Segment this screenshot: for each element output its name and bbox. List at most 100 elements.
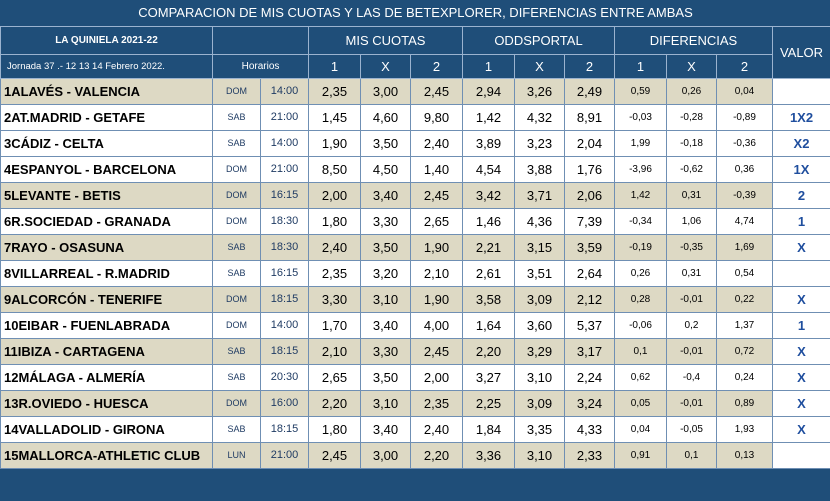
mis-cuota-cell[interactable]: 3,40 — [361, 312, 411, 338]
diferencia-cell[interactable]: -0,01 — [667, 390, 717, 416]
diferencia-cell[interactable]: 0,36 — [717, 156, 773, 182]
oddsportal-cell[interactable]: 2,61 — [463, 260, 515, 286]
valor-cell[interactable] — [773, 442, 830, 468]
day-cell[interactable]: DOM — [213, 390, 261, 416]
diferencia-cell[interactable]: 0,2 — [667, 312, 717, 338]
diferencia-cell[interactable]: -0,05 — [667, 416, 717, 442]
diferencia-cell[interactable]: 0,91 — [615, 442, 667, 468]
mis-cuota-cell[interactable]: 2,40 — [309, 234, 361, 260]
diferencia-cell[interactable]: 0,31 — [667, 260, 717, 286]
diferencia-cell[interactable]: 0,24 — [717, 364, 773, 390]
match-cell[interactable]: 14VALLADOLID - GIRONA — [1, 416, 213, 442]
oddsportal-cell[interactable]: 3,10 — [515, 364, 565, 390]
match-cell[interactable]: 4ESPANYOL - BARCELONA — [1, 156, 213, 182]
match-cell[interactable]: 1ALAVÉS - VALENCIA — [1, 78, 213, 104]
oddsportal-cell[interactable]: 1,76 — [565, 156, 615, 182]
mis-cuota-cell[interactable]: 3,50 — [361, 234, 411, 260]
mis-cuota-cell[interactable]: 2,45 — [411, 182, 463, 208]
mis-cuota-cell[interactable]: 2,00 — [309, 182, 361, 208]
diferencia-cell[interactable]: -3,96 — [615, 156, 667, 182]
mis-cuota-cell[interactable]: 3,30 — [361, 338, 411, 364]
diferencia-cell[interactable]: 1,06 — [667, 208, 717, 234]
mis-cuota-cell[interactable]: 3,30 — [309, 286, 361, 312]
day-cell[interactable]: DOM — [213, 312, 261, 338]
time-cell[interactable]: 18:15 — [261, 286, 309, 312]
day-cell[interactable]: SAB — [213, 104, 261, 130]
mis-cuota-cell[interactable]: 4,60 — [361, 104, 411, 130]
oddsportal-cell[interactable]: 3,88 — [515, 156, 565, 182]
oddsportal-cell[interactable]: 3,23 — [515, 130, 565, 156]
match-cell[interactable]: 8VILLARREAL - R.MADRID — [1, 260, 213, 286]
diferencia-cell[interactable]: 0,59 — [615, 78, 667, 104]
match-cell[interactable]: 9ALCORCÓN - TENERIFE — [1, 286, 213, 312]
valor-cell[interactable]: 1X2 — [773, 104, 830, 130]
diferencia-cell[interactable]: -0,34 — [615, 208, 667, 234]
oddsportal-cell[interactable]: 1,46 — [463, 208, 515, 234]
valor-cell[interactable]: X — [773, 364, 830, 390]
day-cell[interactable]: SAB — [213, 260, 261, 286]
match-cell[interactable]: 13R.OVIEDO - HUESCA — [1, 390, 213, 416]
mis-cuota-cell[interactable]: 1,40 — [411, 156, 463, 182]
time-cell[interactable]: 16:15 — [261, 260, 309, 286]
mis-cuota-cell[interactable]: 3,10 — [361, 286, 411, 312]
diferencia-cell[interactable]: 0,28 — [615, 286, 667, 312]
valor-cell[interactable]: X — [773, 390, 830, 416]
oddsportal-cell[interactable]: 3,29 — [515, 338, 565, 364]
diferencia-cell[interactable]: 0,72 — [717, 338, 773, 364]
mis-cuota-cell[interactable]: 3,50 — [361, 364, 411, 390]
diferencia-cell[interactable]: -0,18 — [667, 130, 717, 156]
oddsportal-cell[interactable]: 4,36 — [515, 208, 565, 234]
diferencia-cell[interactable]: 0,62 — [615, 364, 667, 390]
mis-cuota-cell[interactable]: 2,20 — [309, 390, 361, 416]
mis-cuota-cell[interactable]: 4,00 — [411, 312, 463, 338]
mis-cuota-cell[interactable]: 2,35 — [309, 260, 361, 286]
oddsportal-cell[interactable]: 4,54 — [463, 156, 515, 182]
time-cell[interactable]: 16:15 — [261, 182, 309, 208]
diferencia-cell[interactable]: -0,01 — [667, 286, 717, 312]
valor-cell[interactable]: 1 — [773, 208, 830, 234]
mis-cuota-cell[interactable]: 2,40 — [411, 130, 463, 156]
mis-cuota-cell[interactable]: 3,40 — [361, 416, 411, 442]
oddsportal-cell[interactable]: 2,06 — [565, 182, 615, 208]
mis-cuota-cell[interactable]: 3,20 — [361, 260, 411, 286]
mis-cuota-cell[interactable]: 9,80 — [411, 104, 463, 130]
mis-cuota-cell[interactable]: 3,00 — [361, 442, 411, 468]
time-cell[interactable]: 14:00 — [261, 130, 309, 156]
time-cell[interactable]: 18:30 — [261, 234, 309, 260]
diferencia-cell[interactable]: 1,69 — [717, 234, 773, 260]
time-cell[interactable]: 16:00 — [261, 390, 309, 416]
mis-cuota-cell[interactable]: 2,00 — [411, 364, 463, 390]
time-cell[interactable]: 14:00 — [261, 312, 309, 338]
mis-cuota-cell[interactable]: 2,65 — [411, 208, 463, 234]
oddsportal-cell[interactable]: 2,33 — [565, 442, 615, 468]
mis-cuota-cell[interactable]: 1,45 — [309, 104, 361, 130]
day-cell[interactable]: DOM — [213, 78, 261, 104]
mis-cuota-cell[interactable]: 2,20 — [411, 442, 463, 468]
oddsportal-cell[interactable]: 3,59 — [565, 234, 615, 260]
match-cell[interactable]: 6R.SOCIEDAD - GRANADA — [1, 208, 213, 234]
mis-cuota-cell[interactable]: 2,45 — [309, 442, 361, 468]
oddsportal-cell[interactable]: 3,27 — [463, 364, 515, 390]
time-cell[interactable]: 21:00 — [261, 104, 309, 130]
oddsportal-cell[interactable]: 3,10 — [515, 442, 565, 468]
diferencia-cell[interactable]: -0,19 — [615, 234, 667, 260]
diferencia-cell[interactable]: -0,36 — [717, 130, 773, 156]
valor-cell[interactable]: X — [773, 416, 830, 442]
oddsportal-cell[interactable]: 3,42 — [463, 182, 515, 208]
mis-cuota-cell[interactable]: 1,80 — [309, 416, 361, 442]
diferencia-cell[interactable]: -0,4 — [667, 364, 717, 390]
oddsportal-cell[interactable]: 3,15 — [515, 234, 565, 260]
mis-cuota-cell[interactable]: 2,10 — [309, 338, 361, 364]
time-cell[interactable]: 21:00 — [261, 442, 309, 468]
diferencia-cell[interactable]: -0,35 — [667, 234, 717, 260]
diferencia-cell[interactable]: 0,04 — [717, 78, 773, 104]
oddsportal-cell[interactable]: 1,42 — [463, 104, 515, 130]
mis-cuota-cell[interactable]: 3,10 — [361, 390, 411, 416]
mis-cuota-cell[interactable]: 1,90 — [411, 286, 463, 312]
diferencia-cell[interactable]: -0,01 — [667, 338, 717, 364]
oddsportal-cell[interactable]: 3,36 — [463, 442, 515, 468]
oddsportal-cell[interactable]: 3,35 — [515, 416, 565, 442]
mis-cuota-cell[interactable]: 3,30 — [361, 208, 411, 234]
mis-cuota-cell[interactable]: 3,00 — [361, 78, 411, 104]
diferencia-cell[interactable]: 0,22 — [717, 286, 773, 312]
